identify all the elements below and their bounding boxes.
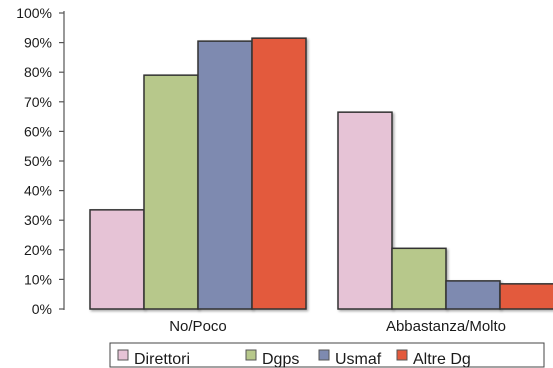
- legend-swatch: [117, 349, 129, 361]
- bar-direttori-abbastanza-molto: [337, 111, 393, 310]
- category-label: No/Poco: [169, 318, 227, 335]
- legend-label: Dgps: [262, 351, 299, 368]
- legend-label: Altre Dg: [413, 351, 471, 368]
- y-tick-label: 20%: [24, 242, 52, 258]
- bar-usmaf-no-poco: [197, 40, 253, 310]
- y-axis: 0% 10% 20% 30% 40% 50% 60% 70% 80% 90% 100%: [16, 5, 65, 317]
- y-tick-label: 80%: [24, 64, 52, 80]
- bar-dgps-no-poco: [143, 74, 199, 310]
- y-tick-label: 60%: [24, 123, 52, 139]
- bar-altre-dg-abbastanza-molto: [499, 283, 553, 310]
- legend-label: Direttori: [134, 351, 190, 368]
- legend-swatch: [396, 349, 408, 361]
- y-tick-label: 0%: [32, 301, 52, 317]
- legend-swatch: [245, 349, 257, 361]
- legend-label: Usmaf: [335, 351, 382, 368]
- bar-dgps-abbastanza-molto: [391, 247, 447, 310]
- y-tick-label: 50%: [24, 153, 52, 169]
- legend-swatch: [318, 349, 330, 361]
- bar-altre-dg-no-poco: [251, 37, 307, 310]
- legend: Direttori Dgps Usmaf Altre Dg: [109, 342, 545, 368]
- y-tick-label: 30%: [24, 212, 52, 228]
- bars: [89, 37, 553, 310]
- y-tick-label: 70%: [24, 94, 52, 110]
- y-tick-label: 100%: [16, 5, 52, 21]
- y-tick-label: 40%: [24, 183, 52, 199]
- bar-usmaf-abbastanza-molto: [445, 280, 501, 310]
- y-tick-label: 10%: [24, 271, 52, 287]
- category-labels: No/Poco Abbastanza/Molto: [169, 318, 506, 335]
- bar-direttori-no-poco: [89, 209, 145, 310]
- category-label: Abbastanza/Molto: [386, 318, 506, 335]
- y-tick-label: 90%: [24, 35, 52, 51]
